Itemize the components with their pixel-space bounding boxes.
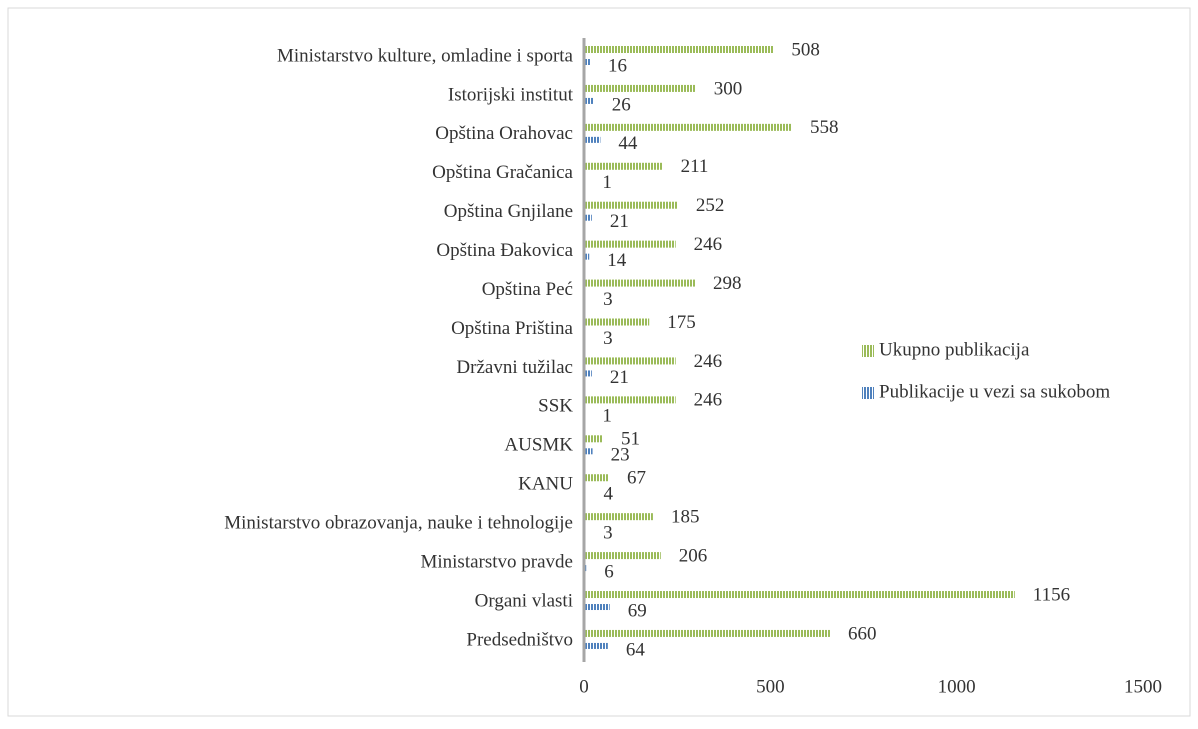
bar <box>584 163 663 170</box>
bar <box>584 591 1015 598</box>
data-label: 246 <box>694 390 723 411</box>
bar <box>584 435 603 442</box>
x-tick-label: 1500 <box>1124 676 1162 697</box>
bar <box>584 630 830 637</box>
bar <box>584 513 653 520</box>
data-label: 558 <box>810 117 839 138</box>
y-tick-label: Istorijski institut <box>448 84 574 105</box>
bar <box>584 241 676 248</box>
data-label: 21 <box>610 367 629 388</box>
data-label: 1 <box>602 406 612 427</box>
bar <box>584 280 695 287</box>
data-label: 3 <box>603 328 613 349</box>
bar <box>584 202 678 209</box>
data-label: 69 <box>628 600 647 621</box>
bar <box>584 643 608 649</box>
bar <box>584 474 609 481</box>
bar <box>584 319 649 326</box>
y-tick-label: Ministarstvo obrazovanja, nauke i tehnol… <box>224 513 573 534</box>
data-label: 6 <box>604 561 614 582</box>
x-tick-label: 1000 <box>938 676 976 697</box>
data-label: 246 <box>694 351 723 372</box>
data-label: 44 <box>618 133 638 154</box>
bar <box>584 357 676 364</box>
y-tick-label: Opština Gračanica <box>432 162 573 183</box>
data-label: 26 <box>612 94 631 115</box>
data-label: 175 <box>667 312 696 333</box>
y-tick-label: KANU <box>518 474 573 495</box>
bar <box>584 46 773 53</box>
bar <box>584 396 676 403</box>
bar <box>584 124 792 131</box>
y-tick-label: Ministarstvo pravde <box>420 551 573 572</box>
legend-label: Publikacije u vezi sa sukobom <box>879 381 1110 402</box>
data-label: 660 <box>848 623 877 644</box>
bar <box>584 604 610 610</box>
data-label: 16 <box>608 55 627 76</box>
y-tick-label: Opština Peć <box>482 279 573 300</box>
y-tick-label: AUSMK <box>504 435 573 456</box>
legend-label: Ukupno publikacija <box>879 339 1030 360</box>
data-label: 3 <box>603 289 613 310</box>
data-label: 211 <box>681 156 709 177</box>
legend-swatch <box>862 387 874 399</box>
data-label: 508 <box>791 39 820 60</box>
data-label: 14 <box>607 250 627 271</box>
data-label: 1 <box>602 172 612 193</box>
data-label: 23 <box>611 445 630 466</box>
y-tick-label: Opština Priština <box>451 318 573 339</box>
data-label: 1156 <box>1033 584 1070 605</box>
data-label: 252 <box>696 195 725 216</box>
y-tick-label: Predsedništvo <box>466 629 573 650</box>
bar <box>584 552 661 559</box>
legend-swatch <box>862 345 874 357</box>
y-tick-label: Opština Gnjilane <box>444 201 573 222</box>
data-label: 4 <box>603 484 613 505</box>
bar <box>584 85 696 92</box>
y-tick-label: SSK <box>538 396 573 417</box>
y-tick-label: Organi vlasti <box>475 590 573 611</box>
data-label: 300 <box>714 78 743 99</box>
x-tick-label: 0 <box>579 676 589 697</box>
bar <box>584 137 600 143</box>
data-label: 298 <box>713 273 742 294</box>
data-label: 3 <box>603 523 613 544</box>
data-label: 185 <box>671 507 700 528</box>
x-tick-label: 500 <box>756 676 785 697</box>
data-label: 21 <box>610 211 629 232</box>
y-tick-label: Ministarstvo kulture, omladine i sporta <box>277 45 574 66</box>
y-tick-label: Opština Đakovica <box>436 240 573 261</box>
y-tick-label: Opština Orahovac <box>435 123 573 144</box>
data-label: 64 <box>626 639 646 660</box>
data-label: 246 <box>694 234 723 255</box>
y-tick-label: Državni tužilac <box>456 357 573 378</box>
data-label: 67 <box>627 468 646 489</box>
data-label: 206 <box>679 545 708 566</box>
